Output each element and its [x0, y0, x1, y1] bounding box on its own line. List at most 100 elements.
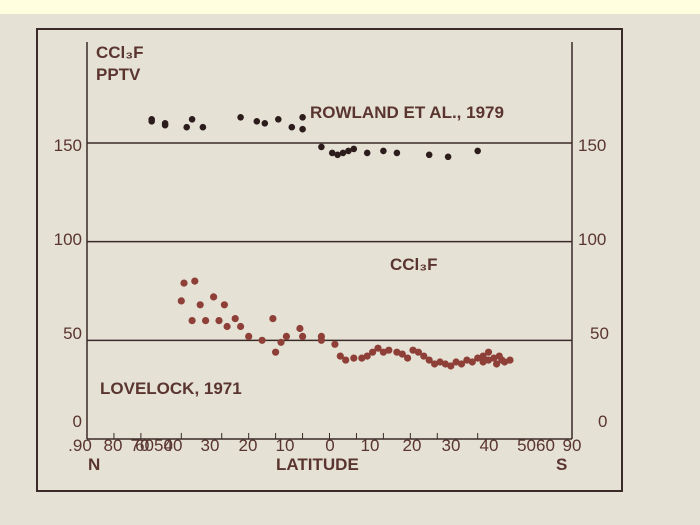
lovelock-annotation: LOVELOCK, 1971	[100, 379, 242, 398]
rowland-point	[183, 123, 190, 131]
x-start-label: N	[88, 455, 100, 474]
x-tick-label: 0	[325, 436, 334, 455]
data-points	[148, 114, 514, 370]
x-tick-labels: .90 80 70 6050 40 30 20 10 0 10 20 30 40…	[68, 436, 581, 455]
y-tick-label-right: 50	[590, 324, 609, 343]
lovelock-point	[317, 336, 325, 344]
lovelock-point	[501, 358, 509, 366]
lovelock-point	[336, 352, 344, 360]
x-tick-label: 5060	[517, 436, 555, 455]
paper-frame	[36, 28, 623, 492]
rowland-point	[328, 149, 336, 157]
x-end-label: S	[556, 455, 567, 474]
photo-area: CCl₃F PPTV ROWLAND ET AL., 1979 CCl₃F LO…	[0, 14, 700, 525]
scatter-chart: CCl₃F PPTV ROWLAND ET AL., 1979 CCl₃F LO…	[36, 28, 623, 492]
lovelock-point	[258, 336, 266, 344]
lovelock-point	[474, 354, 482, 362]
x-tick-label: 6050	[135, 436, 173, 455]
lovelock-point	[342, 356, 350, 364]
rowland-point	[148, 118, 155, 125]
lovelock-point	[479, 352, 487, 360]
rowland-point	[275, 116, 282, 123]
lovelock-point	[231, 315, 239, 323]
rowland-point	[444, 153, 452, 161]
lovelock-point	[358, 354, 366, 362]
lovelock-point	[431, 360, 439, 368]
rowland-point	[199, 123, 207, 131]
lovelock-point	[479, 358, 487, 366]
rowland-point	[253, 118, 261, 125]
lovelock-point	[296, 324, 304, 333]
rowland-point	[474, 147, 482, 155]
lovelock-point	[436, 358, 444, 366]
y-tick-label: 100	[54, 230, 82, 249]
lovelock-point	[441, 360, 449, 368]
x-tick-label: 20	[403, 436, 422, 455]
lovelock-point	[493, 360, 501, 368]
lovelock-point	[180, 279, 188, 287]
y-tick-label-right: 0	[598, 412, 607, 431]
ccl3f-annotation: CCl₃F	[390, 255, 438, 274]
x-tick-label: 40	[480, 436, 499, 455]
y-tick-label: 0	[73, 412, 82, 431]
x-tick-label: 70	[131, 436, 150, 455]
lovelock-point	[196, 301, 204, 309]
lovelock-point	[269, 315, 277, 323]
lovelock-point	[385, 346, 393, 354]
rowland-point	[261, 120, 269, 127]
y-tick-label: 50	[63, 324, 82, 343]
rowland-point	[161, 121, 169, 129]
x-tick-label: 80	[104, 436, 123, 455]
lovelock-point	[398, 350, 406, 358]
rowland-point	[299, 125, 306, 133]
y-tick-labels-left: 0 50 100 150	[54, 136, 82, 431]
y-tick-labels-right: 0 50 100 150	[578, 136, 609, 431]
rowland-point	[318, 143, 325, 151]
lovelock-point	[188, 317, 196, 325]
lovelock-point	[457, 360, 466, 368]
lovelock-point	[245, 332, 253, 340]
x-tick-label: 20	[239, 436, 258, 455]
lovelock-point	[484, 356, 493, 364]
lovelock-point	[447, 362, 455, 370]
lovelock-point	[215, 317, 223, 325]
lovelock-point	[350, 354, 358, 362]
rowland-point	[299, 114, 306, 121]
x-tick-label: 30	[201, 436, 220, 455]
lovelock-point	[374, 344, 382, 352]
rowland-point	[339, 149, 347, 157]
lovelock-point	[220, 301, 228, 309]
lovelock-point	[409, 346, 417, 354]
lovelock-point	[490, 354, 498, 362]
rowland-point	[345, 147, 352, 155]
lovelock-point	[277, 338, 285, 346]
lovelock-point	[463, 356, 471, 364]
rowland-annotation: ROWLAND ET AL., 1979	[310, 103, 504, 122]
lovelock-point	[468, 358, 476, 366]
lovelock-point	[484, 348, 493, 356]
y-tick-label-right: 100	[578, 230, 606, 249]
lovelock-point	[237, 322, 245, 331]
x-tick-label: 10	[276, 436, 295, 455]
rowland-point	[393, 149, 401, 157]
lovelock-point	[420, 352, 428, 360]
x-tick-label: 40	[164, 436, 183, 455]
x-tick-marks	[86, 433, 573, 439]
lovelock-point	[404, 354, 412, 362]
y-tick-label-right: 150	[578, 136, 606, 155]
lovelock-point	[223, 322, 231, 331]
lovelock-point	[393, 348, 401, 356]
rowland-point	[350, 145, 358, 153]
x-tick-label: .90	[68, 436, 92, 455]
rowland-point	[237, 114, 244, 121]
rowland-point	[188, 116, 196, 123]
lovelock-point	[177, 297, 185, 305]
lovelock-point	[191, 277, 199, 285]
lovelock-point	[369, 348, 377, 356]
lovelock-point	[452, 358, 460, 366]
lovelock-point	[363, 352, 371, 360]
lovelock-point	[272, 348, 280, 356]
x-tick-label: 30	[442, 436, 461, 455]
lovelock-point	[210, 293, 218, 301]
